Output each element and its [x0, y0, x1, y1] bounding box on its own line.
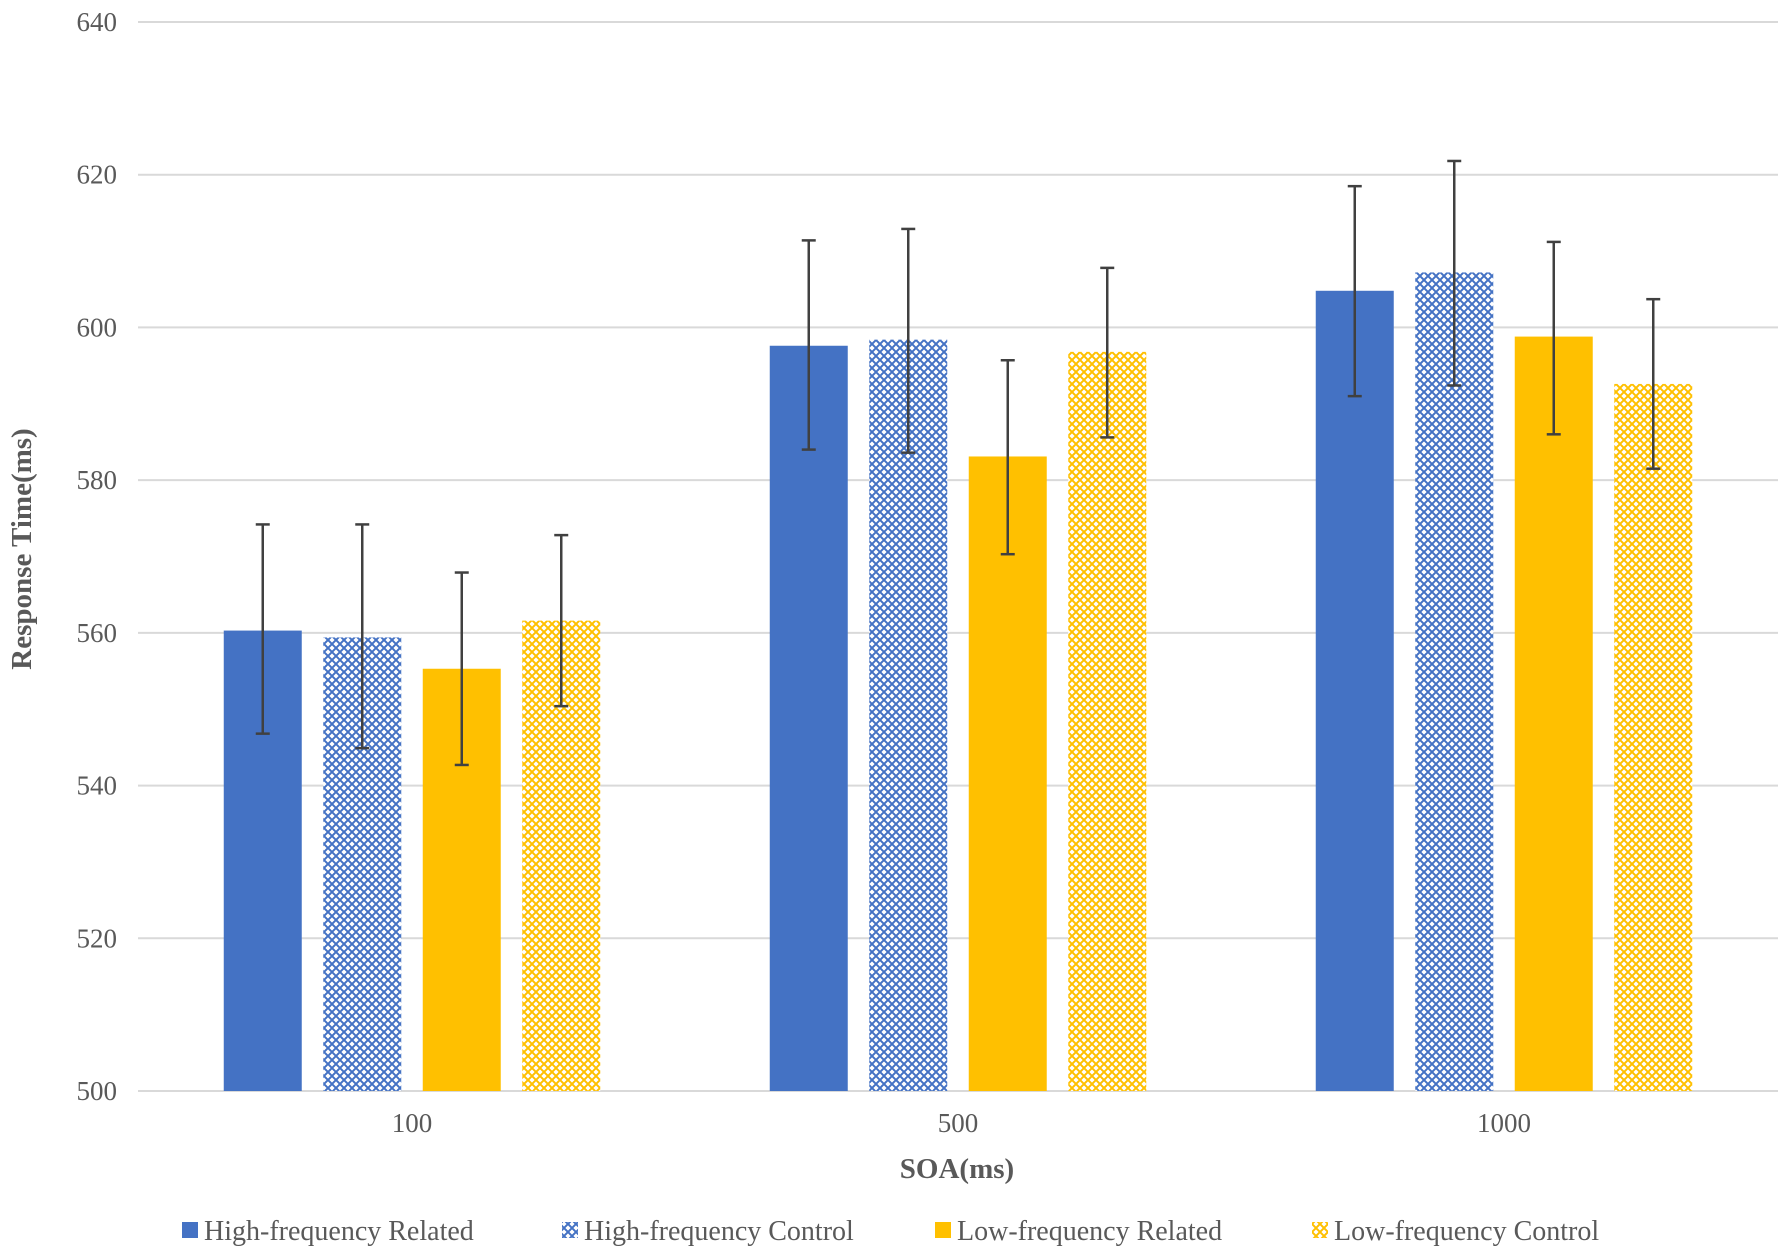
x-axis-title: SOA(ms): [900, 1153, 1014, 1185]
y-tick-label: 500: [77, 1076, 118, 1106]
legend-label: High-frequency Control: [584, 1216, 854, 1247]
y-tick-label: 560: [77, 618, 118, 648]
x-tick-label: 1000: [1477, 1108, 1531, 1138]
y-tick-label: 640: [77, 7, 118, 37]
x-axis-ticks: 100 500 1000: [392, 1108, 1531, 1138]
bar: [968, 456, 1047, 1091]
bar: [1415, 272, 1494, 1091]
legend-label: High-frequency Related: [204, 1216, 474, 1247]
x-tick-label: 500: [938, 1108, 979, 1138]
bar: [1068, 351, 1147, 1091]
legend-swatch: [1312, 1222, 1328, 1238]
bar: [769, 345, 848, 1091]
y-tick-label: 520: [77, 923, 118, 953]
legend: High-frequency Related High-frequency Con…: [182, 1216, 1599, 1247]
y-tick-label: 600: [77, 312, 118, 342]
bar: [1514, 336, 1593, 1091]
y-tick-label: 580: [77, 465, 118, 495]
legend-swatch: [182, 1222, 198, 1238]
gridlines: [138, 21, 1778, 1092]
y-tick-label: 540: [77, 771, 118, 801]
y-axis-ticks: 500 520 540 560 580 600 620 640: [77, 7, 118, 1106]
legend-label: Low-frequency Control: [1334, 1216, 1599, 1247]
legend-swatch: [935, 1222, 951, 1238]
bars: [223, 272, 1693, 1092]
error-bars: [255, 159, 1661, 767]
bar: [1614, 383, 1693, 1091]
x-tick-label: 100: [392, 1108, 433, 1138]
legend-swatch: [562, 1222, 578, 1238]
bar: [1315, 290, 1394, 1092]
y-tick-label: 620: [77, 160, 118, 190]
bar: [869, 339, 948, 1091]
y-axis-title: Response Time(ms): [6, 428, 38, 669]
legend-label: Low-frequency Related: [957, 1216, 1222, 1247]
